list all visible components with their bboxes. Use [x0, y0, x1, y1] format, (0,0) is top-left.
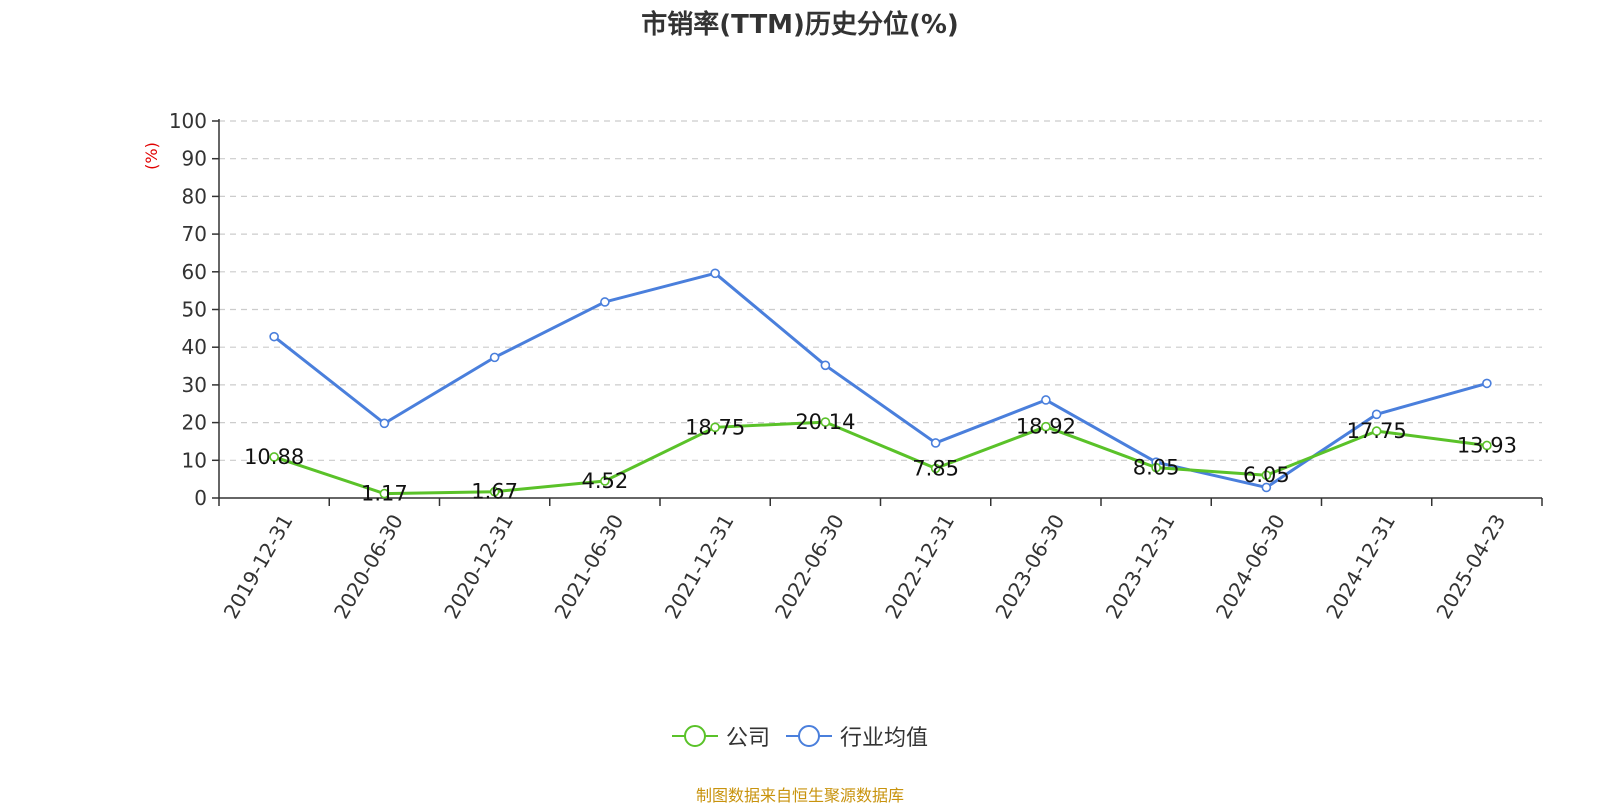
- data-point: [710, 422, 720, 433]
- data-label: 20.14: [795, 410, 855, 434]
- data-label: 7.85: [912, 456, 959, 480]
- data-point: [1371, 409, 1382, 420]
- data-label: 1.17: [361, 482, 408, 506]
- data-point: [1371, 426, 1382, 436]
- data-point: [1151, 462, 1161, 473]
- x-tick-label: 2022-12-31: [880, 510, 959, 623]
- x-tick-label: 2023-06-30: [990, 510, 1069, 623]
- data-point: [710, 268, 720, 279]
- data-point: [930, 463, 941, 474]
- circle-line-icon: [786, 725, 832, 747]
- legend[interactable]: 公司 行业均值: [0, 720, 1600, 752]
- data-point: [820, 417, 831, 427]
- x-tick-label: 2020-06-30: [329, 510, 408, 623]
- x-tick-label: 2024-12-31: [1321, 510, 1400, 623]
- y-tick-label: 30: [182, 373, 207, 397]
- data-label: 13.93: [1457, 433, 1517, 457]
- y-axis-unit-label: (%): [142, 142, 161, 170]
- x-tick-label: 2020-12-31: [439, 510, 518, 623]
- series-group: [269, 268, 1492, 499]
- y-tick-label: 70: [182, 222, 207, 246]
- data-point: [820, 360, 831, 371]
- legend-label: 行业均值: [840, 726, 929, 751]
- data-point: [1041, 421, 1051, 432]
- source-note: 制图数据来自恒生聚源数据库: [695, 786, 904, 805]
- y-tick-label: 50: [182, 298, 207, 322]
- legend-circle: [798, 725, 820, 747]
- x-tick-label: 2021-06-30: [549, 510, 628, 623]
- data-label: 17.75: [1347, 419, 1407, 443]
- data-point: [269, 452, 279, 462]
- data-label: 10.88: [244, 445, 304, 469]
- series-line: [273, 420, 1488, 496]
- data-point: [1482, 378, 1492, 389]
- series-line: [273, 271, 1488, 489]
- y-tick-label: 0: [194, 486, 207, 510]
- legend-item-company[interactable]: 公司: [671, 720, 770, 752]
- y-tick-label: 80: [182, 184, 207, 208]
- y-tick-label: 100: [169, 109, 207, 133]
- x-tick-label: 2024-06-30: [1211, 510, 1290, 623]
- data-point: [930, 438, 941, 448]
- data-point: [1482, 440, 1492, 451]
- x-tick-label: 2023-12-31: [1101, 510, 1180, 623]
- data-label: 8.05: [1133, 456, 1180, 480]
- data-point: [489, 352, 500, 363]
- grid-lines: [219, 120, 1542, 461]
- data-point: [489, 486, 500, 497]
- data-label: 18.92: [1016, 415, 1076, 439]
- y-tick-label: 10: [182, 448, 207, 472]
- data-point: [1261, 482, 1272, 493]
- y-axis-ticks: 0 10 20 30 40 50 60 70 80 90 100: [169, 109, 219, 510]
- axes: [218, 119, 1542, 499]
- data-labels: 10.88 1.17 1.67 4.52 18.75 20.14 7.85 18.92 8.05…: [244, 410, 1517, 506]
- legend-circle: [683, 725, 706, 747]
- data-point: [269, 331, 279, 342]
- data-point: [379, 418, 390, 429]
- x-tick-label: 2022-06-30: [770, 510, 849, 623]
- y-tick-label: 60: [182, 260, 207, 284]
- data-point: [379, 488, 390, 499]
- x-tick-label: 2025-04-23: [1431, 510, 1510, 623]
- chart-title: 市销率(TTM)历史分位(%): [641, 10, 959, 40]
- data-label: 6.05: [1243, 463, 1290, 487]
- data-point: [600, 297, 610, 307]
- circle-line-icon: [671, 725, 718, 747]
- data-label: 18.75: [685, 415, 745, 439]
- x-axis-ticks: 2019-12-31 2020-06-30 2020-12-31 2021-06-30…: [218, 498, 1543, 623]
- y-tick-label: 90: [182, 147, 207, 171]
- data-label: 1.67: [471, 480, 518, 504]
- legend-label: 公司: [725, 726, 770, 751]
- legend-item-industry[interactable]: 行业均值: [786, 720, 928, 752]
- data-point: [1041, 395, 1051, 405]
- y-tick-label: 40: [182, 335, 207, 359]
- x-tick-label: 2021-12-31: [660, 510, 739, 623]
- data-label: 4.52: [581, 469, 628, 493]
- y-tick-label: 20: [182, 411, 207, 435]
- x-tick-label: 2019-12-31: [219, 510, 298, 623]
- data-point: [600, 476, 610, 486]
- data-point: [1261, 470, 1272, 480]
